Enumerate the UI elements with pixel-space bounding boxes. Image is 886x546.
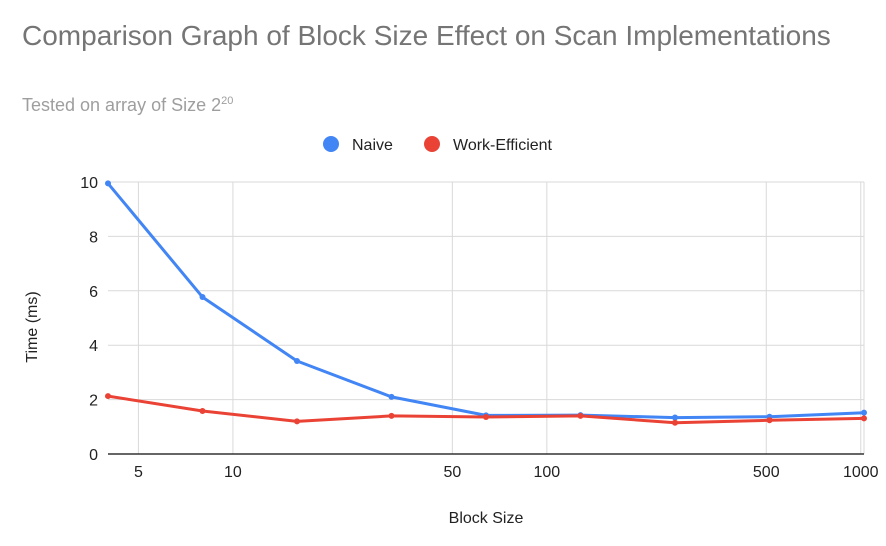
y-tick-label: 10 [80,175,98,192]
x-tick-label: 1000 [843,464,879,481]
y-axis-label: Time (ms) [24,291,41,362]
x-tick-label: 100 [533,464,560,481]
y-tick-label: 0 [89,447,98,464]
legend-marker [424,136,440,152]
data-point [388,393,395,400]
subtitle-exponent: 20 [221,95,234,107]
y-tick-label: 6 [89,284,98,301]
data-point [294,357,300,364]
subtitle-text: Tested on array of Size 2 [22,95,222,115]
legend-marker [323,136,339,152]
y-tick-label: 8 [89,229,98,246]
data-point [388,412,395,419]
chart-title: Comparison Graph of Block Size Effect on… [22,20,831,51]
data-point [294,418,300,425]
legend: Naive Work-Efficient [323,136,553,154]
x-tick-label: 50 [443,464,461,481]
chart-subtitle: Tested on array of Size 220 [22,95,233,116]
legend-label: Work-Efficient [453,137,553,154]
data-point [105,180,111,187]
data-point [483,414,489,421]
data-point [861,415,867,422]
x-axis-label: Block Size [449,510,524,527]
data-point [672,419,678,426]
x-tick-label: 500 [753,464,780,481]
data-point [766,417,773,424]
series-line-0 [106,181,866,420]
y-axis-ticks: 0 2 4 6 8 10 [80,175,98,464]
x-axis-ticks: 5 10 50 100 500 1000 [134,464,879,481]
x-tick-label: 5 [134,464,143,481]
data-point [672,414,678,421]
data-point [577,412,584,419]
y-tick-label: 4 [89,338,98,355]
series-lines [105,180,867,426]
data-point [199,408,206,415]
x-tick-label: 10 [224,464,242,481]
data-point [105,393,111,400]
data-point [199,294,206,301]
legend-label: Naive [352,137,393,154]
y-tick-label: 2 [89,393,98,410]
data-point [861,409,867,416]
